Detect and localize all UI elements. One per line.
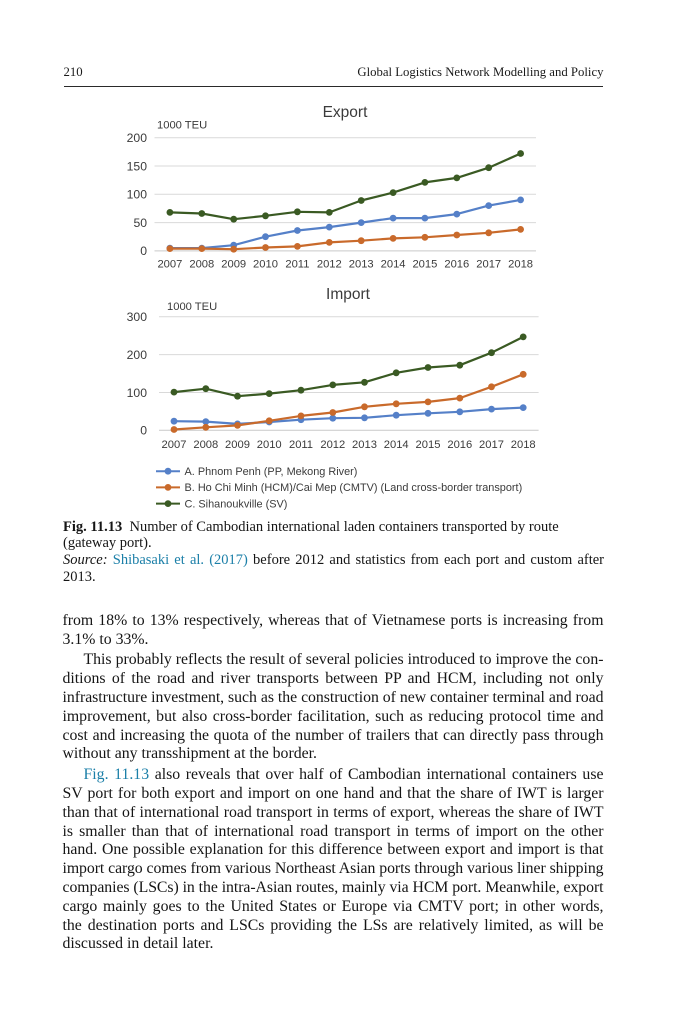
svg-text:1000 TEU: 1000 TEU [167,301,217,313]
svg-text:200: 200 [127,348,148,362]
svg-text:2010: 2010 [257,439,282,451]
svg-text:100: 100 [127,188,148,202]
svg-text:B. Ho Chi Minh (HCM)/Cai Mep (: B. Ho Chi Minh (HCM)/Cai Mep (CMTV) (Lan… [185,482,523,494]
svg-text:50: 50 [133,216,147,230]
svg-text:0: 0 [140,244,147,258]
svg-text:2012: 2012 [320,439,345,451]
svg-text:2009: 2009 [225,439,250,451]
svg-text:2016: 2016 [447,439,472,451]
svg-text:C. Sihanoukville (SV): C. Sihanoukville (SV) [185,498,288,510]
svg-text:2007: 2007 [157,259,182,271]
svg-text:2011: 2011 [289,439,313,451]
svg-text:A. Phnom Penh (PP, Mekong Rive: A. Phnom Penh (PP, Mekong River) [185,466,358,478]
svg-text:2014: 2014 [381,259,406,271]
svg-text:2015: 2015 [412,259,437,271]
svg-text:2011: 2011 [285,259,309,271]
svg-text:2012: 2012 [317,259,342,271]
svg-text:2017: 2017 [476,259,501,271]
svg-text:2016: 2016 [444,259,469,271]
svg-text:2017: 2017 [479,439,504,451]
svg-text:200: 200 [127,131,148,145]
svg-text:Import: Import [326,286,371,303]
svg-text:2013: 2013 [349,259,374,271]
svg-text:2015: 2015 [416,439,441,451]
svg-text:0: 0 [140,424,147,438]
svg-text:1000 TEU: 1000 TEU [157,120,207,132]
svg-text:2014: 2014 [384,439,409,451]
svg-text:2018: 2018 [511,439,536,451]
svg-text:2009: 2009 [221,259,246,271]
svg-text:2013: 2013 [352,439,377,451]
svg-text:2008: 2008 [189,259,214,271]
svg-text:150: 150 [127,159,148,173]
svg-text:2010: 2010 [253,259,278,271]
svg-text:2008: 2008 [193,439,218,451]
svg-text:100: 100 [127,386,148,400]
svg-text:300: 300 [127,310,148,324]
svg-text:2007: 2007 [162,439,187,451]
svg-text:Export: Export [323,104,368,121]
svg-text:2018: 2018 [508,259,533,271]
